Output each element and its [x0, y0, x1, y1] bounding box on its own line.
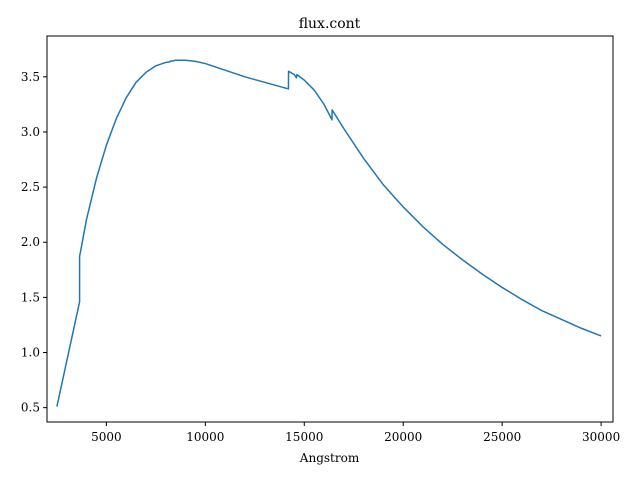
y-tick-label: 1.5 [21, 290, 40, 304]
y-tick-label: 2.5 [21, 180, 40, 194]
x-tick-label: 15000 [285, 430, 323, 444]
plot-area [56, 59, 602, 407]
x-tick-label: 30000 [582, 430, 620, 444]
y-tick-label: 0.5 [21, 401, 40, 415]
series-line-0 [56, 59, 602, 407]
x-axis-label: Angstrom [299, 451, 360, 465]
axes: 5000 10000 15000 20000 25000 30000 0.5 1.0 1.5 2.… [21, 35, 620, 444]
chart-title: flux.cont [299, 16, 361, 32]
x-tick-label: 10000 [186, 430, 224, 444]
y-tick-label: 3.5 [21, 70, 40, 84]
y-tick-label: 2.0 [21, 235, 40, 249]
x-tick-label: 20000 [384, 430, 422, 444]
y-tick-label: 1.0 [21, 346, 40, 360]
axes-frame [46, 35, 614, 423]
y-tick-label: 3.0 [21, 125, 40, 139]
x-tick-label: 5000 [91, 430, 122, 444]
x-tick-label: 25000 [483, 430, 521, 444]
